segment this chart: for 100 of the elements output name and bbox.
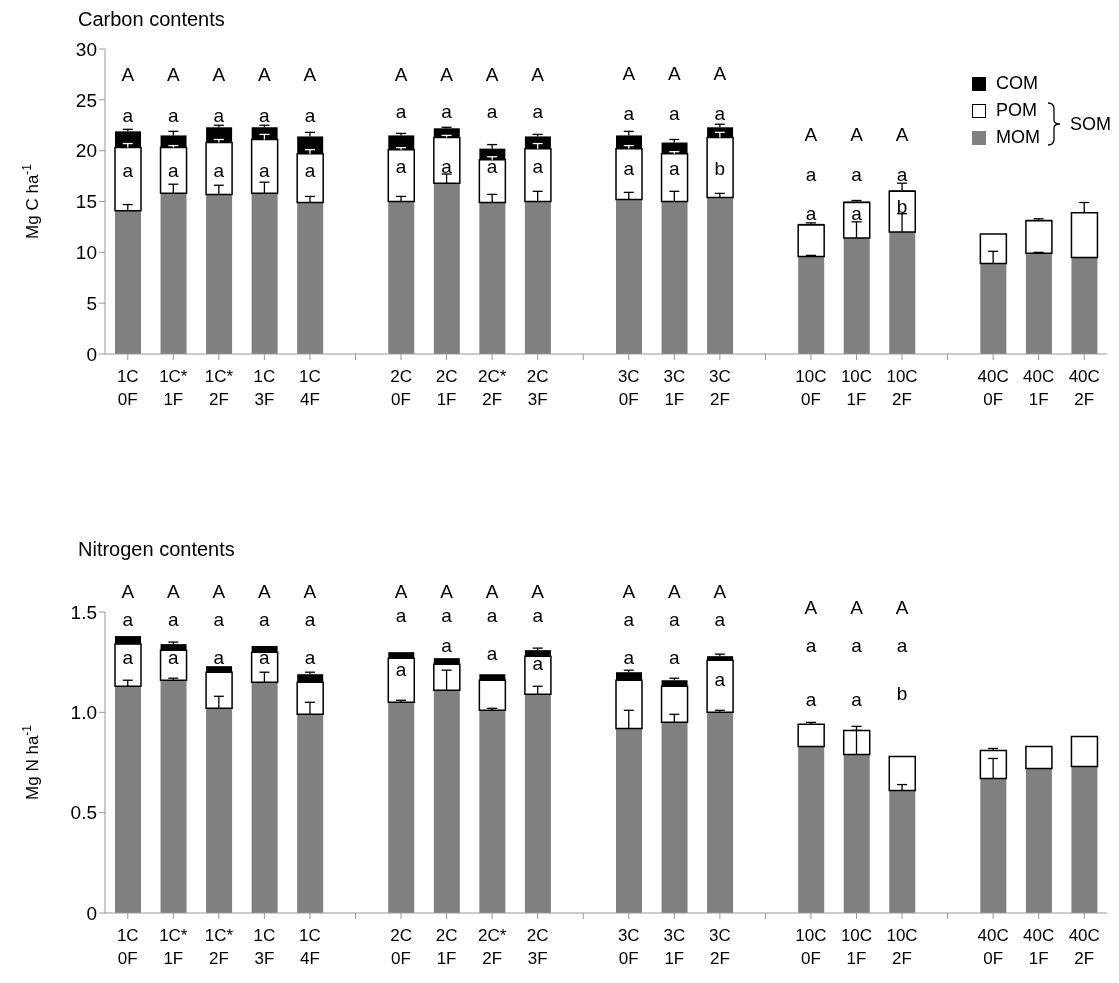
bar [707,712,734,913]
annotation: a [896,635,908,657]
annotation: A [895,124,909,146]
text: A [622,581,636,603]
bar [889,232,916,354]
bar [524,694,551,913]
annotation: a [395,605,407,627]
x-tick-label: 3C 2F [709,367,731,409]
bar [1070,735,1099,768]
x-tick-label: 40C 2F [1068,926,1100,968]
annotation: a [623,103,635,125]
x-tick-label: 2C* 2F [477,367,507,409]
annotation: a [623,647,635,669]
bar [661,722,688,913]
annotation: A [713,63,727,85]
x-tick-label: 3C 2F [709,926,731,968]
bar [388,702,415,913]
annotation: a [213,105,225,127]
bar [798,746,825,913]
y-tick-label: 30 [75,38,97,60]
bar [1025,253,1052,354]
text: A [121,581,135,603]
bar [297,714,324,913]
annotation: a [304,609,316,631]
annotation: a [213,160,225,182]
bar [616,728,642,913]
x-tick-label: 10C 2F [886,926,918,968]
legend-label: COM [995,73,1038,94]
y-tick-label: 0 [86,343,97,365]
x-tick-label: 40C 1F [1023,367,1055,409]
annotation: a [122,647,134,669]
bar [251,193,278,354]
y-tick-label: 10 [75,242,97,264]
annotation: a [259,160,270,182]
x-tick-label: 10C 0F [795,926,827,968]
bar [797,723,825,748]
annotation: a [851,689,862,711]
bar [842,729,871,756]
annotation: a [669,609,680,631]
x-tick-label: 1C* 2F [204,926,234,968]
annotation: A [667,63,681,85]
annotation: A [804,597,818,619]
annotation: A [804,124,818,146]
chart-title: Carbon contents [78,8,225,31]
x-tick-label: 3C 1F [663,926,686,968]
annotation: a [395,156,407,178]
bar [616,199,642,354]
text: A [394,581,408,603]
text: A [166,581,180,603]
bar [980,263,1007,354]
annotation: a [213,609,225,631]
bar [206,194,233,354]
annotation: a [304,647,316,669]
x-tick-label: 3C 0F [617,926,640,968]
x-tick-label: 1C* 2F [204,367,234,409]
annotation: a [304,105,316,127]
annotation: a [851,203,862,225]
annotation: a [486,643,498,665]
annotation: a [669,158,680,180]
text: A [713,581,727,603]
x-tick-label: 10C 1F [840,926,873,968]
text: A [531,581,545,603]
annotation: a [441,605,452,627]
annotation: a [441,635,452,657]
x-tick-label: 2C 0F [390,367,412,409]
annotation: a [714,669,726,691]
annotation: a [168,160,179,182]
x-tick-label: 2C 3F [526,926,549,968]
y-tick-label: 25 [75,89,97,111]
x-tick-label: 1C 0F [116,926,139,968]
annotation: A [394,64,408,86]
bar [479,710,506,913]
annotation: a [168,609,179,631]
x-tick-label: 40C 1F [1023,926,1055,968]
annotation: a [122,105,134,127]
annotation: a [441,101,452,123]
annotation: a [486,605,498,627]
annotation: b [896,196,908,218]
x-tick-label: 2C 0F [390,926,412,968]
bar [843,754,870,913]
bar [160,680,187,913]
x-tick-label: 1C 0F [116,367,139,409]
x-tick-label: 1C 3F [253,926,276,968]
text: A [212,581,226,603]
bar [661,201,688,354]
bar [889,790,916,913]
annotation: a [851,635,862,657]
bar [115,210,141,354]
annotation: a [805,203,817,225]
bar [798,256,825,354]
x-tick-label: 2C* 2F [477,926,507,968]
text: A [303,581,317,603]
annotation: a [441,156,452,178]
annotation: b [896,683,908,705]
annotation: a [213,647,225,669]
annotation: A [895,597,909,619]
annotation: a [532,101,543,123]
x-tick-label: 3C 1F [663,367,686,409]
text: A [440,581,453,603]
annotation: A [850,597,863,619]
